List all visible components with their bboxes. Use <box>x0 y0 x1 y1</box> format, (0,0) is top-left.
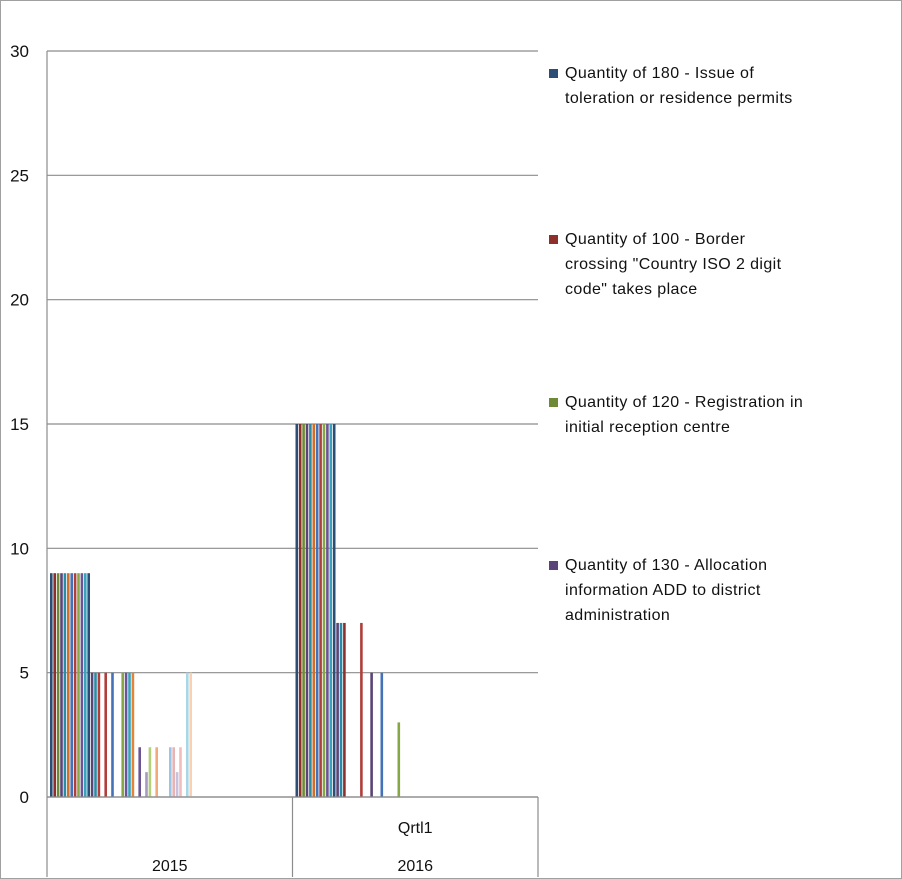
bar <box>339 622 343 797</box>
legend-label: information ADD to district <box>565 582 761 599</box>
bar <box>145 772 148 797</box>
bar <box>80 573 84 797</box>
bar <box>322 424 326 797</box>
bar <box>87 573 90 797</box>
bar <box>138 747 141 797</box>
legend: Quantity of 180 - Issue of toleration or … <box>549 65 803 624</box>
legend-label: initial reception centre <box>565 419 730 436</box>
bars <box>50 424 401 797</box>
bar <box>380 672 384 797</box>
bar <box>315 424 319 797</box>
bar <box>312 424 316 797</box>
bar <box>53 573 56 797</box>
year-label: 2016 <box>397 858 433 875</box>
legend-label: administration <box>565 607 670 624</box>
y-tick-label: 20 <box>10 291 29 310</box>
bar <box>332 424 336 797</box>
legend-label: Quantity of 120 - Registration in <box>565 394 803 411</box>
bar <box>397 722 401 797</box>
bar <box>186 672 189 797</box>
legend-swatch <box>549 235 558 244</box>
bar <box>172 747 175 797</box>
bar <box>128 672 131 797</box>
bar <box>295 424 299 797</box>
bar <box>148 747 152 797</box>
bar <box>336 622 339 797</box>
bar <box>360 622 363 797</box>
legend-swatch <box>549 69 558 78</box>
y-axis-ticks: 0 5 10 15 20 25 30 <box>10 42 29 807</box>
bar <box>63 573 67 797</box>
legend-swatch <box>549 561 558 570</box>
bar <box>111 672 114 797</box>
bar <box>329 424 333 797</box>
legend-swatch <box>549 398 558 407</box>
bar <box>50 573 53 797</box>
bar <box>60 573 63 797</box>
quarter-label: Qrtl1 <box>398 820 433 837</box>
y-tick-label: 0 <box>20 788 29 807</box>
bar <box>189 672 192 797</box>
bar <box>97 672 101 797</box>
bar <box>73 573 77 797</box>
bar <box>56 573 60 797</box>
bar <box>343 622 346 797</box>
y-tick-label: 25 <box>10 166 29 185</box>
bar <box>131 672 135 797</box>
bar <box>179 747 182 797</box>
gridlines <box>47 50 538 798</box>
bar <box>67 573 70 797</box>
y-tick-label: 30 <box>10 42 29 61</box>
legend-label: code" takes place <box>565 281 698 298</box>
legend-label: toleration or residence permits <box>565 90 793 107</box>
bar <box>94 672 97 797</box>
bar <box>90 672 94 797</box>
bar <box>70 573 73 797</box>
bar <box>298 424 302 797</box>
bar <box>84 573 87 797</box>
legend-label: Quantity of 130 - Allocation <box>565 557 767 574</box>
y-tick-label: 10 <box>10 539 29 558</box>
bar <box>169 747 172 797</box>
bar <box>124 672 128 797</box>
y-tick-label: 5 <box>20 664 29 683</box>
bar <box>326 424 329 797</box>
bar <box>155 747 158 797</box>
bar <box>319 424 322 797</box>
legend-label: Quantity of 100 - Border <box>565 231 746 248</box>
axes <box>46 51 539 877</box>
bar <box>77 573 80 797</box>
category-labels: 2015 Qrtl1 2016 <box>152 820 433 875</box>
bar <box>370 672 373 797</box>
bar <box>121 672 124 797</box>
bar <box>104 672 107 797</box>
bar <box>175 772 179 797</box>
y-tick-label: 15 <box>10 415 29 434</box>
year-label: 2015 <box>152 858 188 875</box>
legend-label: crossing "Country ISO 2 digit <box>565 256 782 273</box>
bar <box>309 424 312 797</box>
bar <box>302 424 305 797</box>
legend-label: Quantity of 180 - Issue of <box>565 65 754 82</box>
bar <box>305 424 309 797</box>
